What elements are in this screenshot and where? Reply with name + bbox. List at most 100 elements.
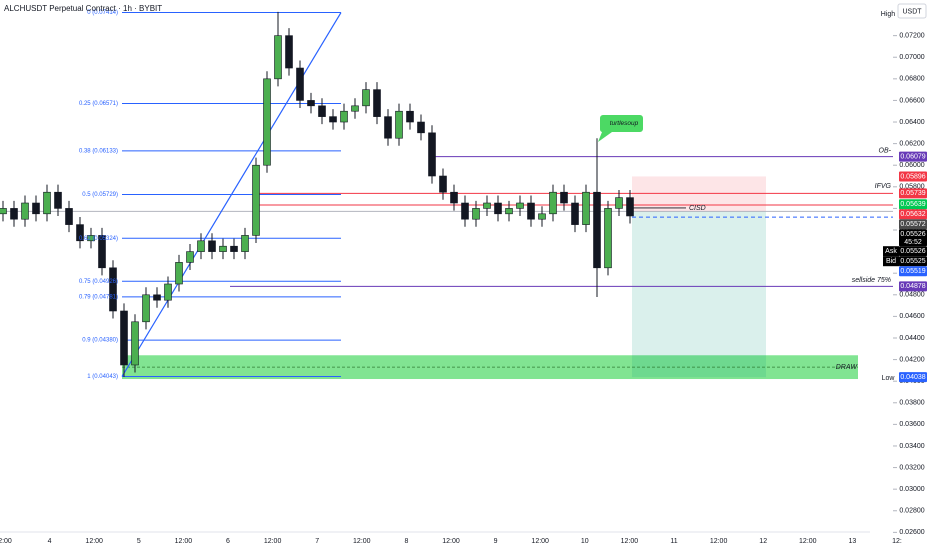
- y-tick-label: 0.06400: [899, 119, 924, 126]
- currency[interactable]: USDT: [902, 8, 922, 15]
- candle-body: [120, 310, 128, 366]
- candle-body: [505, 208, 513, 215]
- candle-body: [340, 110, 348, 123]
- y-tick-label: 0.03400: [899, 443, 924, 450]
- fib-label: 0 (0.07414): [87, 10, 118, 16]
- fib-label: 0.38 (0.06133): [79, 148, 118, 154]
- x-tick-label: 13: [849, 538, 857, 545]
- candle-body: [615, 197, 623, 209]
- y-tick-label: 0.03200: [899, 464, 924, 471]
- price-tag-label: 0.06079: [900, 154, 925, 161]
- candle-body: [516, 202, 524, 209]
- candle-body: [395, 110, 403, 139]
- price-tag-label: 0.05632: [900, 211, 925, 218]
- x-tick-label: 2:00: [0, 538, 12, 545]
- y-tick-label: 0.02800: [899, 508, 924, 515]
- candle-body: [109, 267, 117, 312]
- price-tag-prefix: [883, 246, 899, 257]
- price-tag: [899, 209, 927, 220]
- x-tick-label: 12:00: [442, 538, 460, 545]
- fib-label: 0.79 (0.04781): [79, 294, 118, 300]
- candle-body: [263, 78, 271, 166]
- candle-body: [626, 197, 634, 217]
- price-tag-label: 0.05526: [900, 248, 925, 255]
- currency-button[interactable]: [897, 3, 927, 19]
- x-tick-label: 12:00: [531, 538, 549, 545]
- price-tag-prefix-label: Bid: [886, 258, 896, 265]
- y-tick-label: 0.07000: [899, 54, 924, 61]
- candle-body: [538, 213, 546, 220]
- price-tag-label: 0.04038: [900, 374, 925, 381]
- candle-body: [0, 208, 7, 215]
- annotation: turtlesoup: [610, 120, 639, 127]
- candle-body: [450, 191, 458, 204]
- price-tag-label: 0.04878: [900, 283, 925, 290]
- price-tag-label: 0.05639: [900, 201, 925, 208]
- fib-label: 0.5 (0.05729): [82, 192, 118, 198]
- candle-body: [406, 110, 414, 123]
- candle-body: [472, 208, 480, 220]
- candle-body: [582, 191, 590, 225]
- candle-body: [219, 245, 227, 252]
- candle-body: [32, 202, 40, 215]
- candle-body: [186, 251, 194, 263]
- candle-body: [54, 191, 62, 209]
- y-tick-label: 0.02600: [899, 529, 924, 536]
- price-tag-prefix-label: Ask: [885, 248, 897, 255]
- candle-body: [571, 202, 579, 225]
- candle-body: [197, 240, 205, 252]
- annotation: CISD: [689, 205, 706, 212]
- y-tick-label: 0.06200: [899, 140, 924, 147]
- price-tag-label: 0.05519: [900, 268, 925, 275]
- high-label: High: [881, 11, 896, 18]
- price-tag: [899, 372, 927, 383]
- x-tick-label: 12:00: [621, 538, 639, 545]
- candle-body: [417, 121, 425, 134]
- candle-body: [65, 208, 73, 225]
- fib-label: 0.25 (0.06571): [79, 101, 118, 107]
- y-tick-label: 0.04200: [899, 356, 924, 363]
- price-tag: [899, 171, 927, 182]
- x-tick-label: 8: [404, 538, 408, 545]
- price-tag-label: 0.05526: [900, 231, 925, 238]
- fib-label: 0.75 (0.04926): [79, 279, 118, 285]
- candle-body: [384, 116, 392, 139]
- candle-body: [428, 132, 436, 177]
- candle-body: [131, 321, 139, 366]
- candle-body: [10, 208, 18, 220]
- price-tag-label: 0.05739: [900, 190, 925, 197]
- x-tick-label: 12:00: [264, 538, 282, 545]
- y-tick-label: 0.05800: [899, 184, 924, 191]
- candle-body: [560, 191, 568, 204]
- countdown: 45:52: [904, 239, 922, 246]
- x-tick-label: 12:00: [353, 538, 371, 545]
- price-tag-prefix: [883, 256, 899, 267]
- stop-zone: [632, 176, 766, 212]
- y-tick-label: 0.04600: [899, 313, 924, 320]
- candle-body: [593, 191, 601, 269]
- price-tag: [899, 188, 927, 199]
- x-tick-label: 10: [581, 538, 589, 545]
- y-tick-label: 0.04800: [899, 292, 924, 299]
- x-tick-label: 12:00: [85, 538, 103, 545]
- price-tag: [899, 151, 927, 162]
- y-tick-label: 0.07200: [899, 32, 924, 39]
- x-tick-label: 7: [315, 538, 319, 545]
- low-label: Low: [882, 375, 896, 382]
- candle-body: [98, 235, 106, 269]
- x-tick-label: 9: [494, 538, 498, 545]
- candle-body: [153, 294, 161, 301]
- x-tick-label: 11: [670, 538, 677, 545]
- y-tick-label: 0.06800: [899, 76, 924, 83]
- candle-body: [494, 202, 502, 215]
- price-tag-label: 0.05896: [900, 173, 925, 180]
- annotation: OB-: [879, 148, 892, 155]
- candle-body: [296, 67, 304, 101]
- fib-label: 0.62 (0.05324): [79, 236, 118, 242]
- price-tag: [899, 281, 927, 292]
- y-tick-label: 0.03600: [899, 421, 924, 428]
- candle-body: [208, 240, 216, 252]
- callout: [598, 115, 643, 142]
- candle-body: [362, 89, 370, 107]
